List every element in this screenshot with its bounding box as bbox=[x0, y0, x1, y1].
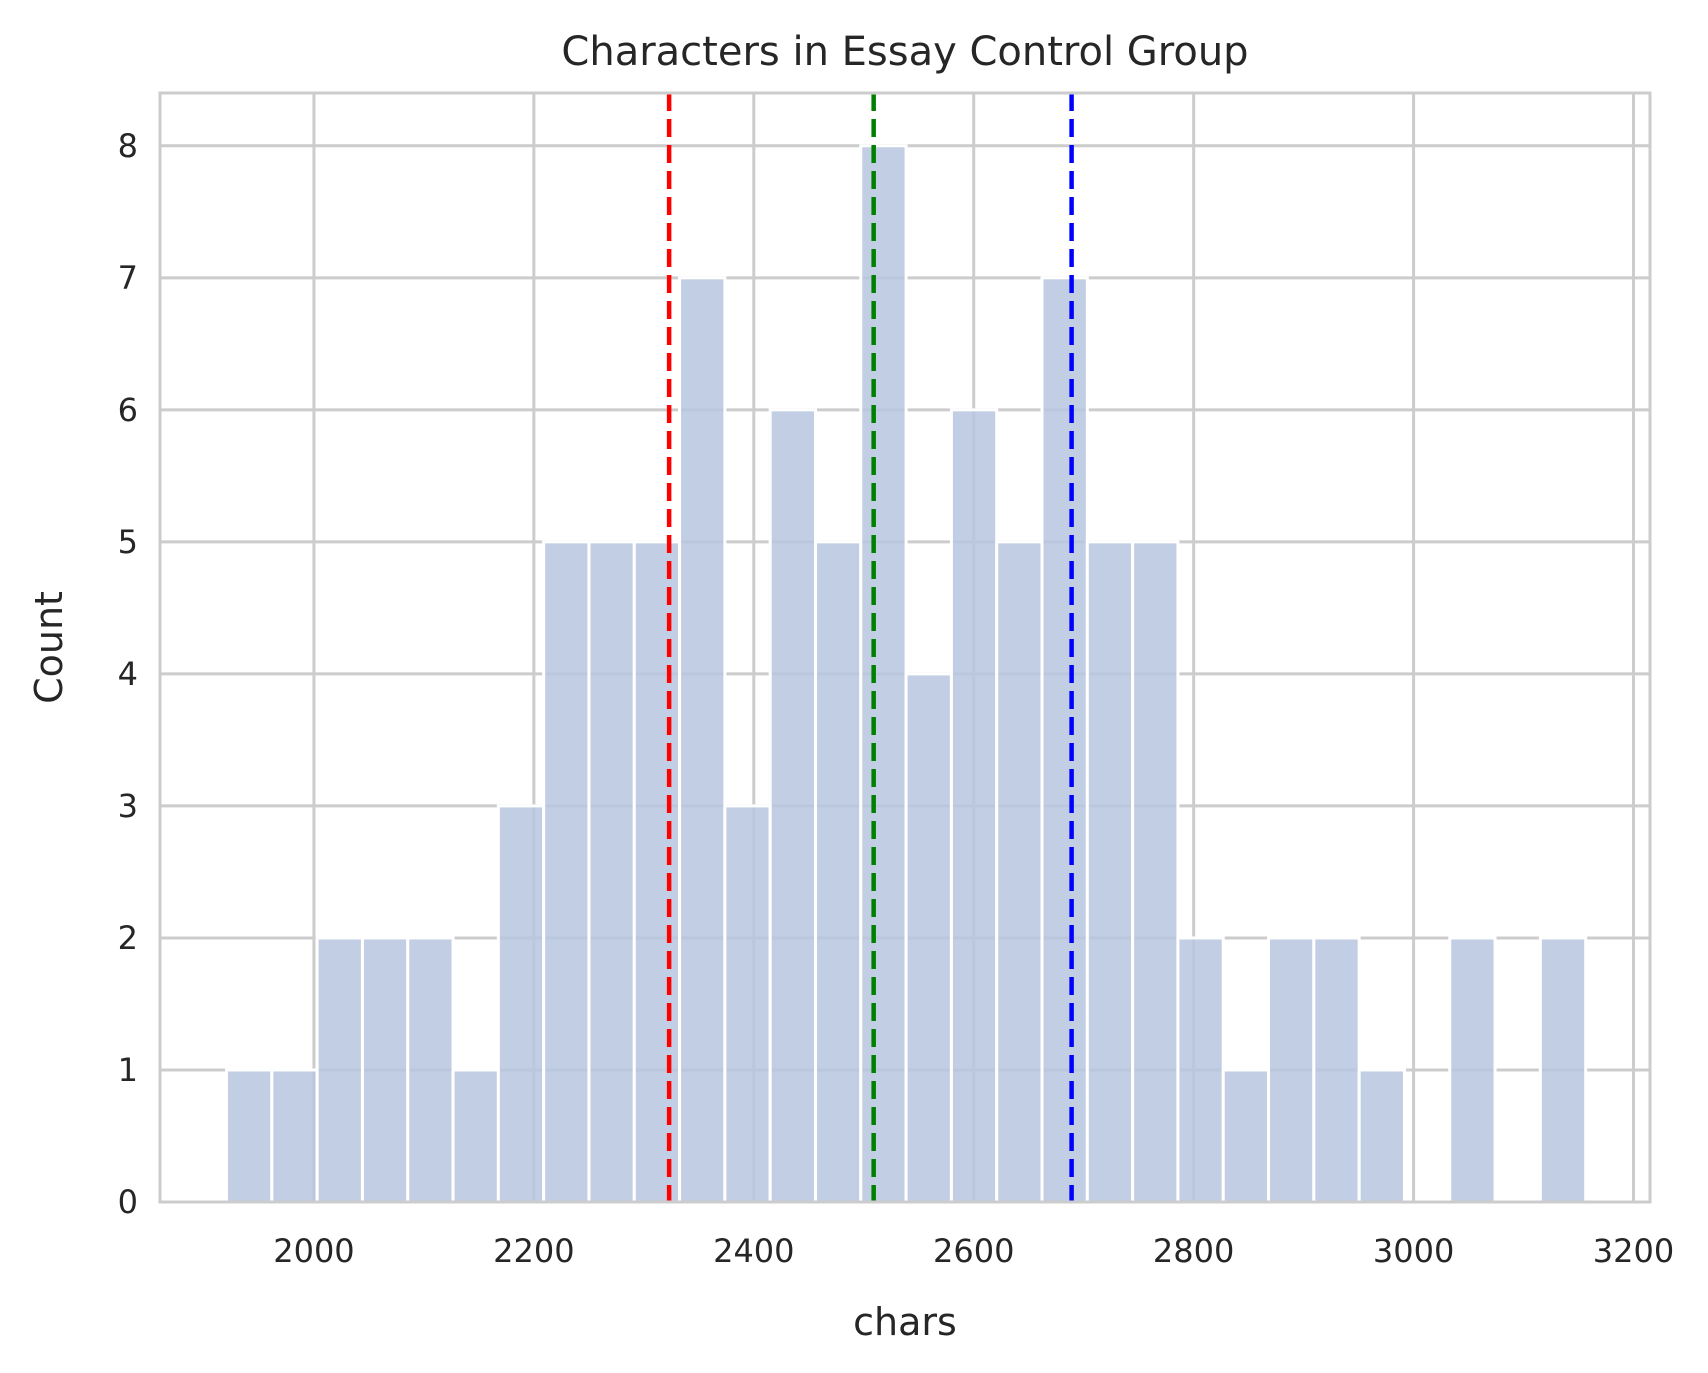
bars-layer bbox=[225, 144, 1588, 1204]
histogram-bar bbox=[1221, 1068, 1271, 1204]
histogram-bar bbox=[1085, 540, 1135, 1204]
histogram-bar bbox=[542, 540, 591, 1204]
histogram-bar bbox=[225, 1068, 274, 1204]
histogram-bar bbox=[904, 672, 953, 1204]
plot-frame bbox=[158, 91, 1652, 1204]
y-axis-label: Count bbox=[27, 591, 71, 704]
y-tick-label: 2 bbox=[118, 919, 138, 957]
y-tick-label: 3 bbox=[118, 787, 138, 825]
x-tick-label: 2000 bbox=[273, 1232, 354, 1270]
histogram-bar bbox=[813, 540, 863, 1204]
histogram-bar bbox=[768, 408, 817, 1204]
histogram-bar bbox=[995, 540, 1044, 1204]
histogram-bar bbox=[496, 804, 546, 1204]
histogram-bar bbox=[587, 540, 636, 1204]
histogram-bar bbox=[949, 408, 999, 1204]
histogram-bar bbox=[723, 804, 772, 1204]
histogram-bar bbox=[859, 144, 908, 1204]
reference-lines-layer bbox=[666, 93, 1074, 1202]
histogram-bar bbox=[1176, 936, 1225, 1204]
chart-title: Characters in Essay Control Group bbox=[561, 29, 1248, 75]
x-tick-label: 3200 bbox=[1593, 1232, 1674, 1270]
x-tick-label: 2200 bbox=[493, 1232, 574, 1270]
histogram-bar bbox=[451, 1068, 500, 1204]
y-tick-label: 1 bbox=[118, 1051, 138, 1089]
x-tick-label: 2400 bbox=[713, 1232, 794, 1270]
histogram-bar bbox=[1312, 936, 1361, 1204]
y-tick-label: 6 bbox=[118, 391, 138, 429]
histogram-bar bbox=[270, 1068, 319, 1204]
histogram-bar bbox=[1131, 540, 1180, 1204]
y-tick-label: 0 bbox=[118, 1183, 138, 1221]
histogram-bar bbox=[1448, 936, 1497, 1204]
y-tick-label: 5 bbox=[118, 523, 138, 561]
x-tick-label: 2600 bbox=[933, 1232, 1014, 1270]
histogram-bar bbox=[1040, 276, 1089, 1204]
y-tick-label: 4 bbox=[118, 655, 138, 693]
histogram-bar bbox=[315, 936, 364, 1204]
x-tick-label: 2800 bbox=[1153, 1232, 1234, 1270]
histogram-bar bbox=[1267, 936, 1316, 1204]
histogram-bar bbox=[360, 936, 410, 1204]
histogram-bar bbox=[406, 936, 455, 1204]
histogram-bar bbox=[632, 540, 682, 1204]
histogram-bar bbox=[1538, 936, 1588, 1204]
y-tick-label: 8 bbox=[118, 127, 138, 165]
histogram-bar bbox=[678, 276, 727, 1204]
x-axis-label: chars bbox=[853, 1300, 957, 1344]
histogram-bar bbox=[1357, 1068, 1406, 1204]
y-tick-label: 7 bbox=[118, 259, 138, 297]
x-tick-label: 3000 bbox=[1373, 1232, 1454, 1270]
tick-labels-layer: 2000 2200 2400 2600 2800 3000 3200 0 1 2 3 4 5 6 7 8 bbox=[118, 127, 1675, 1270]
